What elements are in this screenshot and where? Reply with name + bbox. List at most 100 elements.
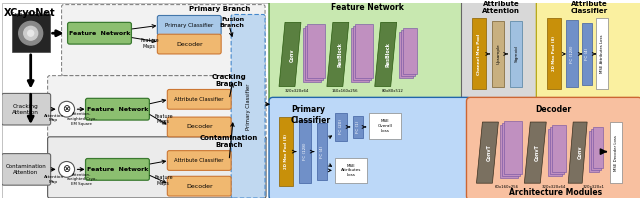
- Bar: [305, 26, 323, 80]
- Circle shape: [59, 101, 75, 117]
- Text: Feature  Network: Feature Network: [87, 107, 148, 112]
- Text: Attribute Classifier: Attribute Classifier: [175, 97, 224, 102]
- Text: Feature
Maps: Feature Maps: [154, 114, 173, 125]
- Text: Primary Classifier: Primary Classifier: [165, 23, 213, 28]
- Bar: [403, 28, 417, 74]
- FancyBboxPatch shape: [536, 0, 640, 103]
- Bar: [12, 14, 50, 52]
- Text: Conv: Conv: [289, 48, 294, 62]
- Text: Decoder: Decoder: [186, 184, 212, 189]
- Bar: [303, 28, 321, 82]
- Bar: [610, 122, 622, 183]
- Text: 320x320x64: 320x320x64: [542, 185, 566, 189]
- Bar: [510, 21, 522, 87]
- Bar: [593, 127, 603, 168]
- Text: FC (4): FC (4): [585, 48, 589, 60]
- Bar: [589, 131, 599, 172]
- Bar: [271, 3, 272, 198]
- Bar: [299, 120, 311, 183]
- Text: 320x320x1: 320x320x1: [583, 185, 605, 189]
- Bar: [472, 18, 486, 89]
- Text: Feature
Maps: Feature Maps: [140, 38, 159, 49]
- FancyBboxPatch shape: [269, 97, 472, 198]
- Bar: [2, 3, 271, 198]
- Text: Decoder: Decoder: [535, 105, 572, 114]
- Text: Contamination
Attention: Contamination Attention: [5, 164, 46, 175]
- Bar: [335, 113, 347, 141]
- Text: MSE Attributes Loss: MSE Attributes Loss: [600, 35, 604, 73]
- Text: ResBlock: ResBlock: [385, 43, 390, 67]
- Text: 80x80x512: 80x80x512: [381, 89, 404, 93]
- Text: MSE
Attributes
Loss: MSE Attributes Loss: [340, 164, 361, 177]
- Polygon shape: [568, 122, 587, 183]
- Text: Attribute
Attention: Attribute Attention: [483, 1, 520, 14]
- Text: 160x160x256: 160x160x256: [332, 89, 358, 93]
- Text: Attention
Map: Attention Map: [44, 175, 64, 184]
- Text: 2D Max Pool (8): 2D Max Pool (8): [284, 134, 288, 169]
- Text: Decoder: Decoder: [176, 42, 203, 47]
- Text: ConvT: ConvT: [487, 144, 492, 161]
- Text: 60x160x256: 60x160x256: [494, 185, 518, 189]
- Text: FC (4): FC (4): [320, 146, 324, 158]
- Text: ⊗: ⊗: [63, 164, 70, 174]
- Circle shape: [59, 162, 75, 177]
- Text: Cryo-EM Square: Cryo-EM Square: [11, 12, 51, 17]
- FancyBboxPatch shape: [167, 176, 231, 196]
- Bar: [492, 21, 504, 87]
- Text: Primary Classifier: Primary Classifier: [246, 84, 251, 130]
- FancyBboxPatch shape: [86, 159, 149, 180]
- Text: Attention
Map: Attention Map: [44, 114, 64, 122]
- FancyBboxPatch shape: [68, 22, 131, 44]
- Text: Conv: Conv: [578, 146, 582, 159]
- Text: Primary
Classifier: Primary Classifier: [291, 105, 331, 125]
- Text: ConvT: ConvT: [535, 144, 540, 161]
- FancyBboxPatch shape: [47, 76, 266, 141]
- Text: 2D Max Pool (8): 2D Max Pool (8): [552, 36, 556, 71]
- FancyBboxPatch shape: [461, 0, 541, 103]
- Polygon shape: [476, 122, 499, 183]
- FancyBboxPatch shape: [2, 93, 51, 125]
- Text: MSE Decoder Loss: MSE Decoder Loss: [614, 135, 618, 170]
- Text: Attribute Classifier: Attribute Classifier: [175, 158, 224, 163]
- Bar: [504, 121, 522, 174]
- Bar: [500, 125, 518, 178]
- Bar: [547, 18, 561, 89]
- Circle shape: [19, 21, 43, 45]
- Bar: [317, 123, 327, 180]
- Bar: [279, 117, 293, 186]
- FancyBboxPatch shape: [269, 0, 467, 103]
- FancyBboxPatch shape: [47, 137, 266, 198]
- Bar: [401, 30, 415, 76]
- Circle shape: [28, 30, 34, 36]
- Bar: [582, 23, 592, 85]
- Bar: [399, 32, 413, 78]
- Text: Cracking
Branch: Cracking Branch: [212, 74, 246, 87]
- FancyBboxPatch shape: [167, 89, 231, 109]
- Bar: [566, 20, 578, 88]
- FancyBboxPatch shape: [86, 98, 149, 120]
- FancyBboxPatch shape: [167, 117, 231, 137]
- Text: Attribute
Classifier: Attribute Classifier: [571, 1, 608, 14]
- Bar: [369, 113, 401, 139]
- Text: XCryoNet: XCryoNet: [4, 8, 56, 18]
- FancyBboxPatch shape: [2, 154, 51, 185]
- Text: MSE
Overall
Loss: MSE Overall Loss: [378, 119, 392, 133]
- Bar: [307, 24, 325, 78]
- Bar: [353, 26, 371, 80]
- Circle shape: [24, 26, 38, 40]
- FancyBboxPatch shape: [467, 97, 640, 198]
- Text: Sigmoid: Sigmoid: [515, 46, 518, 62]
- FancyBboxPatch shape: [157, 15, 221, 35]
- Text: Upsample: Upsample: [497, 44, 500, 64]
- Text: ⊗: ⊗: [63, 104, 70, 114]
- Bar: [351, 28, 369, 82]
- Polygon shape: [375, 22, 397, 87]
- Text: FC (20): FC (20): [339, 119, 343, 134]
- Polygon shape: [524, 122, 547, 183]
- Bar: [552, 125, 566, 172]
- Bar: [548, 129, 562, 176]
- Bar: [502, 123, 520, 176]
- Bar: [335, 158, 367, 183]
- Bar: [591, 129, 601, 170]
- FancyBboxPatch shape: [167, 151, 231, 170]
